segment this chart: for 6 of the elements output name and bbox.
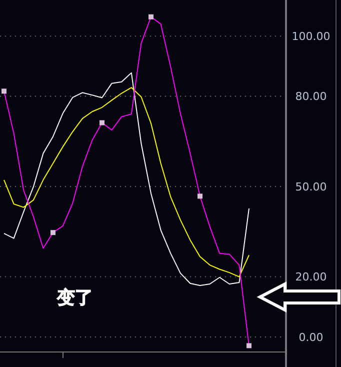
- y-tick-label: 100.00: [292, 30, 330, 43]
- y-tick-label: 20.00: [295, 270, 327, 284]
- y-tick-label: 50.00: [295, 180, 327, 194]
- y-tick-label: 80.00: [295, 90, 327, 104]
- annotation: 变了: [56, 287, 93, 308]
- y-tick-label: 0.00: [298, 330, 324, 344]
